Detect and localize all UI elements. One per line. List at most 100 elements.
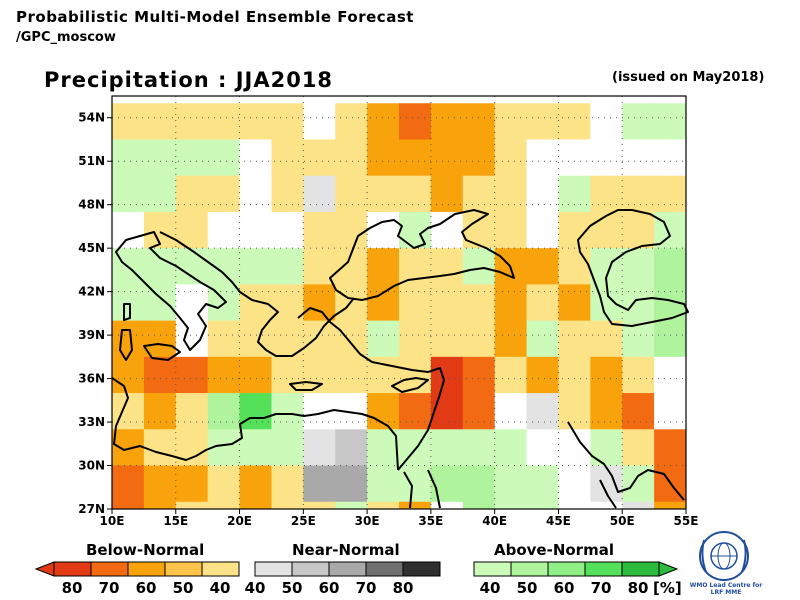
issued-date: (issued on May2018) [612,70,765,85]
grid-cell [462,320,496,358]
legend-above-swatch [510,561,549,577]
grid-cell [143,356,177,394]
grid-cell [207,393,241,430]
italy-coast [115,231,227,351]
grid-cell [271,248,304,285]
grid-cell [558,501,591,510]
grid-cell [590,175,623,213]
wmo-caption-line2: LRF MME [710,589,742,596]
grid-cell [622,320,655,358]
page-title: Probabilistic Multi-Model Ensemble Forec… [16,8,414,26]
grid-cell [526,175,559,213]
grid-cell [271,175,304,213]
grid-cell [207,139,241,177]
grid-cell [399,465,432,503]
x-tick-label: 25E [291,514,316,528]
y-tick-label: 54N [78,111,105,125]
grid-cell [143,248,177,285]
grid-cell [430,284,464,322]
grid-cell [239,103,272,140]
grid-cell [526,103,559,140]
grid-cell [462,356,496,394]
grid-cell [654,211,687,249]
grid-cell [590,103,623,140]
grid-cell [494,284,528,322]
grid-cell [399,175,432,213]
grid-cell [367,103,400,140]
grid-cell [494,103,528,140]
legend-below-tick: 60 [136,579,157,597]
persian-gulf-coast [567,421,685,501]
y-tick-label: 51N [78,154,105,168]
grid-cell [367,248,400,285]
grid-cell [654,320,687,358]
sicily-coast [143,343,181,361]
grid-cell [367,501,400,510]
x-tick-label: 20E [227,514,252,528]
grid-cell [143,501,177,510]
grid-cell [654,175,687,213]
grid-cell [239,393,272,430]
legend-above-label: Above-Normal [494,541,614,559]
adriatic-coast [159,231,355,357]
grid-cell [494,211,528,249]
x-tick-label: 15E [163,514,188,528]
grid-cell [558,175,591,213]
grid-cell [654,139,687,177]
grid-cell [430,139,464,177]
x-tick-label: 30E [355,514,380,528]
grid-cell [622,103,655,140]
y-tick-label: 39N [78,328,105,342]
levant-coast [397,367,445,471]
grid-cell [335,211,368,249]
legend-near-swatch [254,561,293,577]
legend-above-tick: 70 [591,579,612,597]
legend-unit: [%] [653,579,682,597]
grid-cell [143,465,177,503]
grid-cell [622,501,655,510]
grid-cell [430,356,464,394]
legend-near-swatch [402,561,441,577]
grid-cell [367,320,400,358]
legend-below-swatch [201,561,240,577]
grid-cell [367,284,400,322]
grid-cell [175,284,209,322]
legend-near-swatch [291,561,330,577]
grid-cell [303,356,336,394]
grid-cell [590,501,623,510]
grid-cell [143,320,177,358]
grid-cell [462,211,496,249]
grid-cell [399,393,432,430]
map-frame [111,95,687,510]
grid-cell [622,284,655,322]
grid-cell [654,356,687,394]
grid-cell [112,356,145,394]
grid-cell [239,320,272,358]
caspian-sea-coast [577,209,689,327]
black-sea-coast [329,209,515,301]
grid-cell [590,393,623,430]
grid-cell [143,175,177,213]
legend-below-swatch [127,561,166,577]
grid-cell [558,356,591,394]
grid-cell [462,465,496,503]
grid-cell [112,429,145,467]
grid-cell [207,103,241,140]
grid-cell [430,211,464,249]
grid-cell [558,248,591,285]
grid-cell [207,501,241,510]
wmo-caption-line1: WMO Lead Centre for [689,582,763,589]
legend-above-swatch [584,561,623,577]
grid-cell [526,248,559,285]
legend-below-swatch [53,561,92,577]
legend-below-tick: 50 [173,579,194,597]
grid-cell [654,248,687,285]
crete-coast [289,381,323,391]
grid-cell [271,393,304,430]
grid-cell [207,320,241,358]
north-africa-coast [111,377,399,471]
grid-cell [622,429,655,467]
source-label: /GPC_moscow [16,30,116,45]
grid-cell [207,356,241,394]
